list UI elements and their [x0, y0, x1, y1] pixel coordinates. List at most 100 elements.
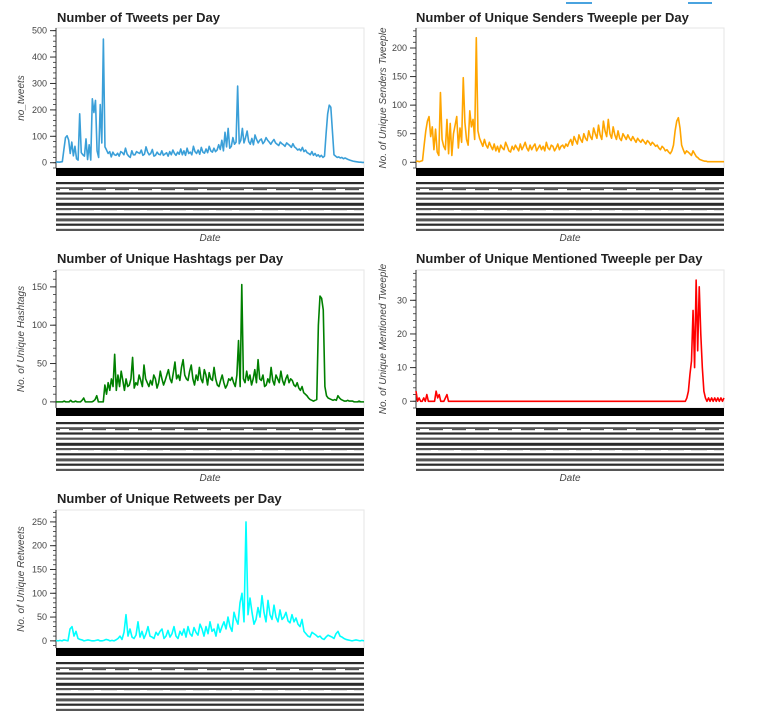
- chart-0-x-tick-label-stripe: [56, 218, 364, 222]
- chart-0-x-tick-label-gap: [140, 210, 147, 212]
- chart-1-xlabel: Date: [559, 233, 581, 244]
- chart-3-x-tick-label-gap: [431, 450, 438, 452]
- chart-1-x-tick-label-gap: [569, 210, 576, 212]
- chart-4-x-tick-label-gap: [336, 669, 345, 671]
- chart-0-x-tick-label-stripe: [56, 182, 364, 185]
- chart-4-x-tick-label-gap: [94, 690, 101, 692]
- chart-4-x-tick-label-gap: [209, 690, 216, 692]
- chart-3-x-tick-label-gap: [707, 450, 714, 452]
- chart-4-x-tick-label-gap: [278, 690, 285, 692]
- chart-3-x-tick-label-gap: [615, 450, 622, 452]
- chart-2-x-tick-label-gap: [117, 450, 124, 452]
- chart-2-x-tick-label-gap: [370, 450, 377, 452]
- chart-4-y-tick-label-50: 50: [37, 612, 47, 622]
- chart-3-x-tick-label-stripe: [416, 437, 724, 440]
- chart-1-x-tick-label-stripe: [416, 228, 724, 231]
- chart-2-x-tick-label-gap: [347, 450, 354, 452]
- chart-0-x-tick-label-stripe: [56, 228, 364, 231]
- chart-2-series-line-0: [56, 283, 364, 403]
- chart-4-x-tick-label-gap: [60, 669, 69, 671]
- chart-4-x-tick-label-gap: [244, 669, 253, 671]
- chart-2-x-tick-label-stripe: [56, 427, 364, 431]
- chart-2-x-tick-label-stripe: [56, 437, 364, 440]
- chart-2-y-tick-label-150: 150: [32, 282, 47, 292]
- chart-0-y-tick-label-0: 0: [42, 158, 47, 168]
- chart-3-x-tick-label-gap: [454, 450, 461, 452]
- chart-4-title: Number of Unique Retweets per Day: [57, 491, 282, 506]
- chart-1-x-tick-label-gap: [638, 210, 645, 212]
- chart-1-x-tick-label-gap: [615, 210, 622, 212]
- chart-3-y-tick-label-20: 20: [397, 329, 407, 339]
- chart-1-x-tick-label-gap: [719, 189, 728, 191]
- chart-4-y-tick-label-0: 0: [42, 636, 47, 646]
- chart-4-x-tick-label-stripe: [56, 703, 364, 706]
- top-edge-mark-right: [688, 2, 712, 4]
- chart-3-y-tick-label-0: 0: [402, 396, 407, 406]
- chart-1-x-tick-label-gap: [684, 210, 691, 212]
- chart-4-y-tick-label-100: 100: [32, 588, 47, 598]
- chart-0-x-tick-label-stripe: [56, 202, 364, 206]
- chart-4-x-tick-label-stripe: [56, 672, 364, 675]
- chart-3-x-tick-label-stripe: [416, 442, 724, 446]
- chart-4-x-tick-label-gap: [221, 669, 230, 671]
- chart-1-x-tick-label-gap: [661, 210, 668, 212]
- chart-1-x-tick-label-stripe: [416, 213, 724, 216]
- chart-0-y-tick-label-500: 500: [32, 26, 47, 36]
- chart-4-x-tick-label-gap: [186, 690, 193, 692]
- chart-4-ylabel: No. of Unique Retweets: [16, 526, 27, 632]
- chart-mentioned-svg: Number of Unique Mentioned Tweeple per D…: [378, 251, 737, 484]
- chart-senders: Number of Unique Senders Tweeple per Day…: [376, 0, 759, 245]
- chart-4-x-tick-label-gap: [129, 669, 138, 671]
- chart-0-series-line-0: [55, 38, 364, 164]
- chart-1-x-tick-label-gap: [535, 189, 544, 191]
- chart-2-x-tick-label-gap: [324, 450, 331, 452]
- chart-0-x-tick-label-gap: [117, 210, 124, 212]
- chart-1-y-tick-label-200: 200: [392, 43, 407, 53]
- chart-2-x-tick-label-gap: [221, 429, 230, 431]
- chart-2-x-tick-label-gap: [71, 450, 78, 452]
- chart-3-x-tick-label-gap: [443, 429, 452, 431]
- chart-3-y-tick-label-10: 10: [397, 363, 407, 373]
- chart-3-x-tick-label-stripe: [416, 463, 724, 466]
- chart-1-x-tick-label-gap: [443, 189, 452, 191]
- chart-1-x-tick-label-gap: [500, 210, 507, 212]
- chart-1-x-tick-label-stripe: [416, 187, 724, 191]
- chart-senders-svg: Number of Unique Senders Tweeple per Day…: [378, 10, 737, 244]
- chart-1-y-tick-label-0: 0: [402, 157, 407, 167]
- chart-2-x-tick-label-gap: [359, 429, 368, 431]
- chart-1-x-tick-label-stripe: [416, 197, 724, 200]
- chart-2-x-tick-label-stripe: [56, 463, 364, 466]
- chart-3-x-tick-label-gap: [581, 429, 590, 431]
- chart-4-x-tick-label-gap: [175, 669, 184, 671]
- chart-3-x-tick-label-gap: [638, 450, 645, 452]
- chart-4-x-tick-label-stripe: [56, 708, 364, 711]
- chart-0-x-tick-label-gap: [244, 189, 253, 191]
- chart-3-x-tick-label-gap: [684, 450, 691, 452]
- chart-2-x-tick-label-stripe: [56, 468, 364, 471]
- chart-1-x-tick-label-gap: [707, 210, 714, 212]
- chart-0-x-tick-label-stripe: [56, 192, 364, 195]
- chart-3-x-tick-label-gap: [673, 429, 682, 431]
- chart-3-x-tick-label-gap: [535, 429, 544, 431]
- chart-retweets: Number of Unique Retweets per Day 0 50 100 1…: [0, 485, 378, 714]
- chart-2-x-tick-label-gap: [175, 429, 184, 431]
- chart-3-x-tick-label-gap: [730, 450, 737, 452]
- chart-1-x-tick-label-stripe: [416, 208, 724, 211]
- chart-2-y-tick-label-0: 0: [42, 397, 47, 407]
- chart-1-x-tick-label-stripe: [416, 223, 724, 226]
- chart-1-x-axis-tick-band: [416, 168, 724, 176]
- chart-2-x-tick-label-gap: [336, 429, 345, 431]
- chart-2-x-tick-label-gap: [163, 450, 170, 452]
- chart-0-x-tick-label-gap: [60, 189, 69, 191]
- chart-0-x-tick-label-gap: [129, 189, 138, 191]
- chart-1-x-tick-label-stripe: [416, 182, 724, 185]
- chart-2-ylabel: No. of Unique Hashtags: [16, 286, 27, 392]
- chart-4-x-tick-label-gap: [140, 690, 147, 692]
- chart-4-x-tick-label-gap: [232, 690, 239, 692]
- chart-0-x-tick-label-gap: [186, 210, 193, 212]
- chart-4-series-line-0: [55, 521, 365, 642]
- chart-0-x-axis-tick-band: [56, 168, 364, 176]
- chart-2-title: Number of Unique Hashtags per Day: [57, 251, 284, 266]
- chart-1-x-tick-label-gap: [650, 189, 659, 191]
- chart-3-x-tick-label-stripe: [416, 422, 724, 425]
